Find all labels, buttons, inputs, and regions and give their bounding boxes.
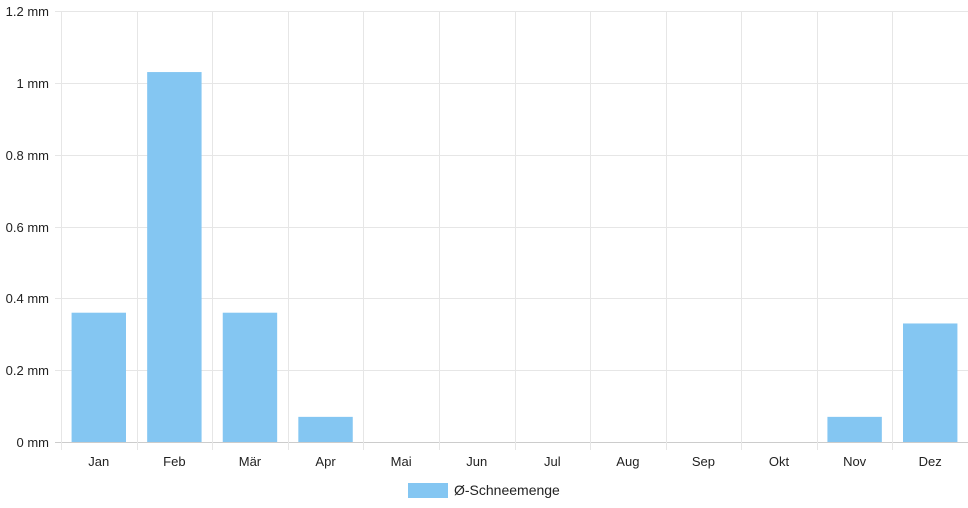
y-tick-label: 0 mm: [17, 435, 50, 450]
legend-swatch[interactable]: [408, 483, 448, 498]
x-tick-label: Feb: [163, 454, 185, 469]
x-tick-label: Dez: [919, 454, 942, 469]
legend-label[interactable]: Ø-Schneemenge: [454, 482, 560, 498]
y-axis-ticks: 0 mm 0.2 mm 0.4 mm 0.6 mm 0.8 mm 1 mm 1.2 mm: [6, 4, 49, 450]
x-tick-label: Apr: [315, 454, 336, 469]
x-tick-label: Nov: [843, 454, 867, 469]
y-tick-label: 1.2 mm: [6, 4, 49, 19]
grid-lines: [55, 11, 968, 450]
x-axis-ticks: Jan Feb Mär Apr Mai Jun Jul Aug Sep Okt Nov Dez: [88, 454, 941, 469]
bar-nov[interactable]: [827, 416, 882, 442]
legend[interactable]: Ø-Schneemenge: [408, 482, 560, 498]
x-tick-label: Mai: [391, 454, 412, 469]
bars: [71, 72, 958, 442]
x-tick-label: Jun: [466, 454, 487, 469]
x-tick-label: Okt: [769, 454, 790, 469]
bar-jan[interactable]: [71, 312, 127, 442]
x-tick-label: Aug: [616, 454, 639, 469]
x-tick-label: Mär: [239, 454, 262, 469]
y-tick-label: 0.8 mm: [6, 148, 49, 163]
x-tick-label: Sep: [692, 454, 715, 469]
x-tick-label: Jul: [544, 454, 561, 469]
bar-dez[interactable]: [902, 323, 958, 442]
bar-feb[interactable]: [147, 72, 202, 442]
y-tick-label: 0.2 mm: [6, 363, 49, 378]
x-tick-label: Jan: [88, 454, 109, 469]
bar-apr[interactable]: [298, 416, 353, 442]
y-tick-label: 1 mm: [17, 76, 50, 91]
bar-mär[interactable]: [222, 312, 278, 442]
y-tick-label: 0.4 mm: [6, 291, 49, 306]
y-tick-label: 0.6 mm: [6, 220, 49, 235]
